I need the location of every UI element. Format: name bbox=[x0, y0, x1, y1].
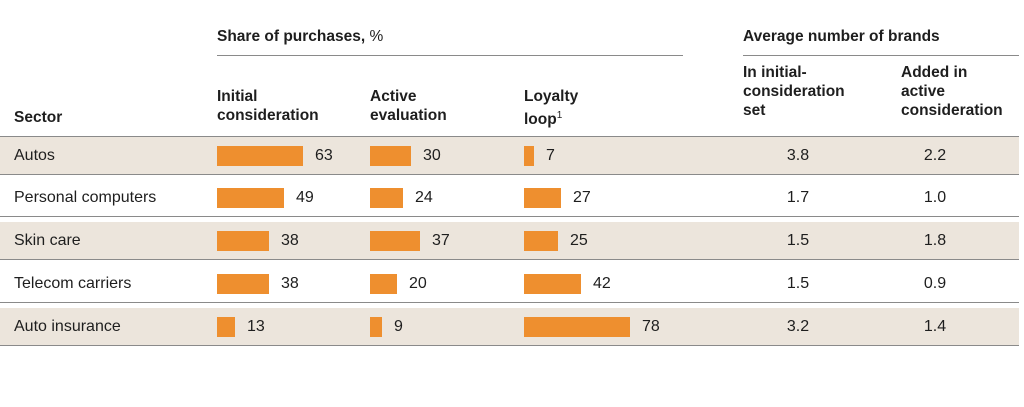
active-bar bbox=[370, 231, 420, 251]
added-value: 1.4 bbox=[923, 318, 947, 335]
table-row: Telecom carriers 38 20 42 1.5 0.9 bbox=[0, 265, 1019, 302]
added-value: 1.0 bbox=[923, 189, 947, 206]
added-in-active-consideration-header: Added in active consideration bbox=[901, 64, 1003, 119]
initial-value-label: 38 bbox=[281, 275, 299, 292]
active-value-label: 20 bbox=[409, 275, 427, 292]
sector-column-header: Sector bbox=[14, 109, 63, 126]
loyalty-bar bbox=[524, 188, 561, 208]
set-value: 1.5 bbox=[786, 232, 810, 249]
row-separator bbox=[0, 259, 1019, 260]
initial-value-label: 13 bbox=[247, 318, 265, 335]
loyalty-bar bbox=[524, 231, 558, 251]
active-value-label: 30 bbox=[423, 147, 441, 164]
active-bar bbox=[370, 274, 397, 294]
share-group-rule bbox=[217, 55, 683, 56]
sector-label: Skin care bbox=[14, 232, 81, 249]
share-of-purchases-title: Share of purchases, % bbox=[217, 28, 384, 45]
added-value: 0.9 bbox=[923, 275, 947, 292]
table-row: Autos 63 30 7 3.8 2.2 bbox=[0, 137, 1019, 174]
loyalty-bar bbox=[524, 146, 534, 166]
brands-group-rule bbox=[743, 55, 1019, 56]
sector-label: Autos bbox=[14, 147, 55, 164]
loyalty-value-label: 7 bbox=[546, 147, 555, 164]
active-value-label: 37 bbox=[432, 232, 450, 249]
initial-consideration-header: Initial consideration bbox=[217, 88, 319, 124]
sector-label: Personal computers bbox=[14, 189, 157, 206]
set-value: 3.8 bbox=[786, 147, 810, 164]
loyalty-value-label: 42 bbox=[593, 275, 611, 292]
loyalty-bar bbox=[524, 317, 630, 337]
active-bar bbox=[370, 146, 411, 166]
loyalty-bar bbox=[524, 274, 581, 294]
row-separator bbox=[0, 302, 1019, 303]
initial-bar bbox=[217, 188, 284, 208]
set-value: 3.2 bbox=[786, 318, 810, 335]
initial-value-label: 63 bbox=[315, 147, 333, 164]
row-separator bbox=[0, 136, 1019, 137]
initial-bar bbox=[217, 146, 303, 166]
loyalty-value-label: 25 bbox=[570, 232, 588, 249]
initial-value-label: 49 bbox=[296, 189, 314, 206]
sector-label: Telecom carriers bbox=[14, 275, 132, 292]
loyalty-loop-header: Loyalty loop1 bbox=[524, 88, 579, 129]
active-bar bbox=[370, 317, 382, 337]
average-brands-title: Average number of brands bbox=[743, 28, 940, 45]
row-separator bbox=[0, 216, 1019, 217]
active-value-label: 9 bbox=[394, 318, 403, 335]
active-bar bbox=[370, 188, 403, 208]
initial-consideration-set-header: In initial- consideration set bbox=[743, 64, 845, 119]
table-row: Personal computers 49 24 27 1.7 1.0 bbox=[0, 179, 1019, 216]
table-row: Auto insurance 13 9 78 3.2 1.4 bbox=[0, 308, 1019, 345]
footnote-marker: 1 bbox=[556, 110, 563, 121]
initial-bar bbox=[217, 317, 235, 337]
initial-bar bbox=[217, 274, 269, 294]
initial-value-label: 38 bbox=[281, 232, 299, 249]
row-separator bbox=[0, 174, 1019, 175]
sector-label: Auto insurance bbox=[14, 318, 121, 335]
active-value-label: 24 bbox=[415, 189, 433, 206]
row-separator bbox=[0, 345, 1019, 346]
added-value: 1.8 bbox=[923, 232, 947, 249]
table-row: Skin care 38 37 25 1.5 1.8 bbox=[0, 222, 1019, 259]
added-value: 2.2 bbox=[923, 147, 947, 164]
loyalty-value-label: 78 bbox=[642, 318, 660, 335]
set-value: 1.5 bbox=[786, 275, 810, 292]
loyalty-value-label: 27 bbox=[573, 189, 591, 206]
initial-bar bbox=[217, 231, 269, 251]
set-value: 1.7 bbox=[786, 189, 810, 206]
active-evaluation-header: Active evaluation bbox=[370, 88, 447, 124]
